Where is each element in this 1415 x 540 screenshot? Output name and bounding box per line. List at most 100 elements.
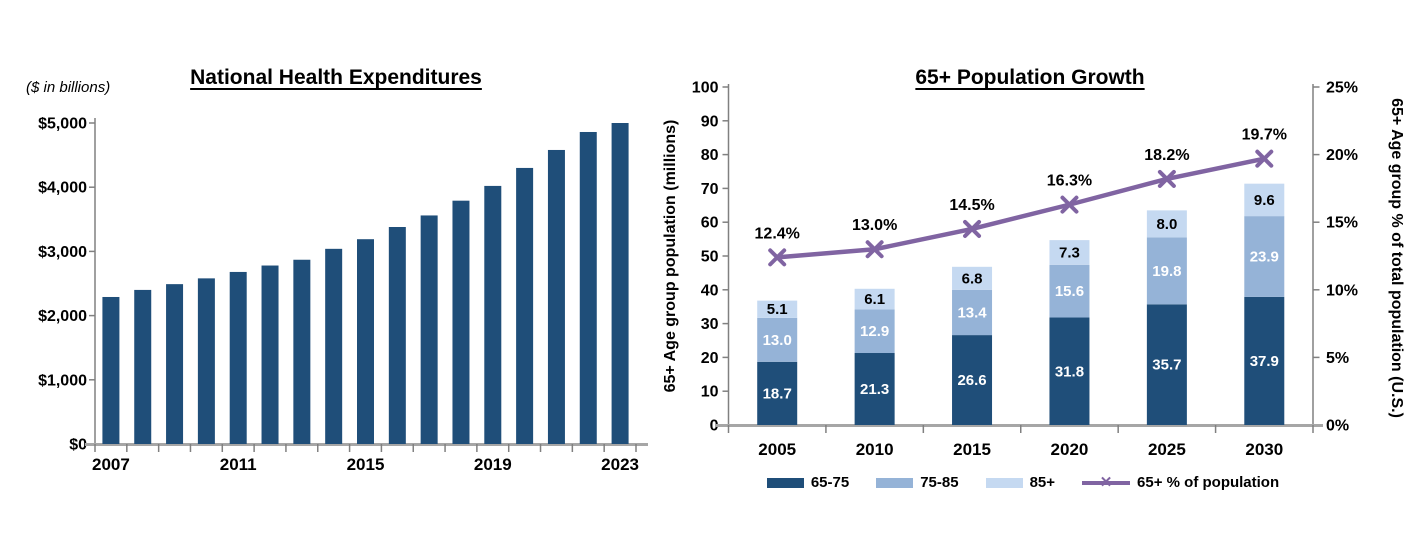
pop-left-tick-label: 20 xyxy=(701,350,719,367)
nhe-bar-2014 xyxy=(325,248,343,444)
pop-bar-label: 13.4 xyxy=(957,304,987,321)
nhe-x-tick-label: 2007 xyxy=(92,455,130,474)
pop-left-tick-label: 100 xyxy=(692,80,719,97)
nhe-chart-title: National Health Expenditures xyxy=(190,66,482,89)
pop-bar-2015-65-75 xyxy=(952,335,993,425)
pop-line-x-marker xyxy=(963,219,982,238)
pop-left-tick-label: 40 xyxy=(701,282,719,299)
pop-bar-2030-75-85 xyxy=(1244,216,1285,297)
pop-bar-label: 37.9 xyxy=(1250,353,1279,370)
pop-x-tick-label: 2010 xyxy=(856,440,894,459)
pop-right-tick-label: 20% xyxy=(1326,147,1358,164)
pop-pct-label: 14.5% xyxy=(949,197,994,214)
legend-line-x-icon: ✕ xyxy=(1082,474,1131,491)
pop-bar-label: 6.1 xyxy=(864,291,885,308)
pop-right-tick-label: 10% xyxy=(1326,282,1358,299)
pop-bar-2025-65-75 xyxy=(1146,304,1187,425)
pop-bar-2020-85+ xyxy=(1049,240,1090,265)
pop-pct-label: 18.2% xyxy=(1144,147,1189,164)
pop-bar-label: 21.3 xyxy=(860,381,889,398)
pop-line-x-marker xyxy=(1157,169,1176,188)
pop-bar-2030-65-75 xyxy=(1244,296,1285,425)
nhe-bar-chart-plot: $0 $1,000 $2,000 $3,000 $4,000 $5,000 2007 2011… xyxy=(38,116,648,474)
nhe-x-tick-label: 2015 xyxy=(347,455,385,474)
pop-bar-label: 23.9 xyxy=(1250,249,1279,266)
pop-bar-2005-65-75 xyxy=(757,361,798,425)
pop-right-tick-label: 15% xyxy=(1326,215,1358,232)
pop-bar-label: 26.6 xyxy=(957,372,986,389)
nhe-y-tick-label: $1,000 xyxy=(38,372,87,389)
pop-stacked-chart-plot: 01020304050607080901000%5%10%15%20%25%18… xyxy=(692,80,1358,460)
pop-bar-2010-85+ xyxy=(854,288,895,310)
nhe-y-tick-label: $0 xyxy=(69,437,87,454)
pop-bar-label: 7.3 xyxy=(1059,244,1080,261)
nhe-bar-2010 xyxy=(197,278,215,444)
pop-bar-label: 18.7 xyxy=(763,385,792,402)
nhe-bar-2013 xyxy=(293,259,311,444)
pop-x-tick-label: 2020 xyxy=(1051,440,1089,459)
pop-pct-label: 16.3% xyxy=(1047,173,1092,190)
legend-item-65-75: 65-75 xyxy=(766,474,849,491)
pop-pct-label: 13.0% xyxy=(852,217,897,234)
nhe-bar-2011 xyxy=(229,271,247,444)
pop-bar-label: 15.6 xyxy=(1055,283,1084,300)
pop-left-tick-label: 50 xyxy=(701,249,719,266)
pop-x-tick-label: 2015 xyxy=(953,440,991,459)
pop-right-tick-label: 25% xyxy=(1326,80,1358,97)
pop-bar-2005-75-85 xyxy=(757,317,798,362)
nhe-bar-2023 xyxy=(611,123,629,444)
pop-right-tick-label: 5% xyxy=(1326,350,1349,367)
nhe-y-tick-label: $3,000 xyxy=(38,244,87,261)
pop-bar-2005-85+ xyxy=(757,300,798,318)
pop-bar-label: 8.0 xyxy=(1156,216,1177,233)
pop-chart-title: 65+ Population Growth xyxy=(915,66,1145,89)
pop-bar-label: 5.1 xyxy=(767,301,788,318)
pop-legend: 65-75 75-85 85+ ✕ 65+ % of population xyxy=(728,474,1318,491)
pop-line-x-marker xyxy=(1060,195,1079,214)
nhe-units-label: ($ in billions) xyxy=(26,79,111,96)
pop-x-tick-label: 2005 xyxy=(758,440,796,459)
pop-left-tick-label: 0 xyxy=(710,418,719,435)
pop-bar-label: 6.8 xyxy=(962,270,983,287)
pop-left-tick-label: 60 xyxy=(701,215,719,232)
pop-bar-2015-85+ xyxy=(952,266,993,290)
pop-line-x-marker xyxy=(1255,149,1274,168)
nhe-bar-2020 xyxy=(516,167,534,444)
legend-swatch-65-75 xyxy=(766,477,804,488)
nhe-bar-2022 xyxy=(579,131,597,444)
nhe-bar-2008 xyxy=(134,289,152,444)
pop-bar-label: 35.7 xyxy=(1152,357,1181,374)
pop-x-tick-label: 2025 xyxy=(1148,440,1186,459)
nhe-bar-2012 xyxy=(261,265,279,444)
pop-pct-line xyxy=(774,156,1267,260)
pop-bar-2030-85+ xyxy=(1244,183,1285,217)
pop-left-tick-label: 80 xyxy=(701,147,719,164)
legend-item-85plus: 85+ xyxy=(985,474,1056,491)
pop-bar-label: 12.9 xyxy=(860,323,889,340)
pop-bar-label: 19.8 xyxy=(1152,263,1181,280)
nhe-x-tick-label: 2011 xyxy=(220,455,257,474)
legend-label-85plus: 85+ xyxy=(1029,474,1056,491)
legend-swatch-85plus xyxy=(985,477,1023,488)
pop-bar-2025-75-85 xyxy=(1146,237,1187,305)
legend-label-75-85: 75-85 xyxy=(920,474,959,491)
nhe-bar-2021 xyxy=(547,149,565,445)
pop-left-tick-label: 30 xyxy=(701,316,719,333)
pop-bar-label: 9.6 xyxy=(1254,192,1275,209)
nhe-bar-2019 xyxy=(484,185,502,444)
legend-label-pct-line: 65+ % of population xyxy=(1137,474,1280,491)
nhe-bar-2016 xyxy=(388,227,406,444)
pop-left-tick-label: 90 xyxy=(701,113,719,130)
nhe-bar-2007 xyxy=(102,296,120,444)
nhe-bar-2015 xyxy=(357,239,374,444)
legend-swatch-75-85 xyxy=(876,477,914,488)
legend-item-pct-line: ✕ 65+ % of population xyxy=(1082,474,1279,491)
pop-bar-label: 13.0 xyxy=(763,332,792,349)
pop-line-x-marker xyxy=(768,248,787,267)
pop-left-tick-label: 70 xyxy=(701,181,719,198)
nhe-y-tick-label: $4,000 xyxy=(38,180,87,197)
nhe-x-tick-label: 2019 xyxy=(474,455,512,474)
pop-line-x-marker xyxy=(865,240,884,259)
pop-bar-2025-85+ xyxy=(1146,210,1187,238)
